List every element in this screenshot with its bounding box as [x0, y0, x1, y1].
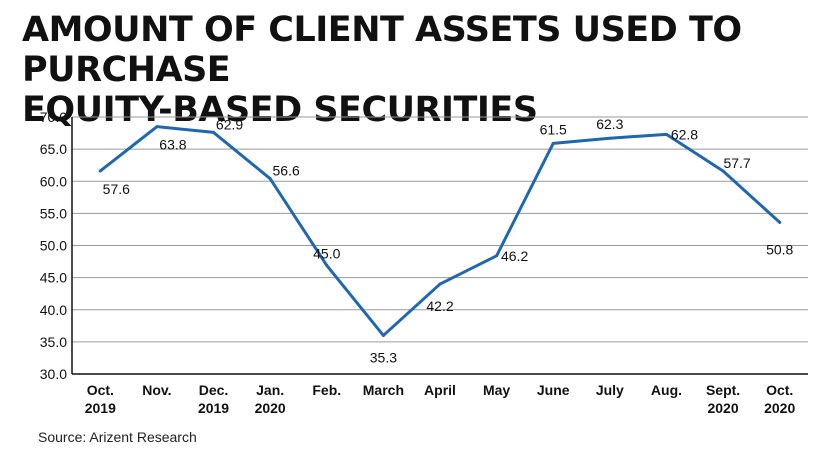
data-point — [268, 177, 272, 181]
data-point — [98, 169, 102, 173]
data-point — [155, 125, 159, 129]
data-point — [721, 169, 725, 173]
data-point — [381, 333, 385, 337]
data-point — [495, 254, 499, 258]
chart-title: AMOUNT OF CLIENT ASSETS USED TO PURCHASE… — [22, 10, 840, 130]
y-tick-label: 40.0 — [40, 302, 67, 318]
x-tick-label: Jan. 2020 — [255, 382, 286, 416]
y-tick-label: 45.0 — [40, 270, 67, 286]
data-label: 56.6 — [273, 163, 300, 179]
data-point — [438, 282, 442, 286]
data-label: 50.8 — [766, 241, 793, 257]
data-label: 57.7 — [723, 155, 750, 171]
data-point — [212, 130, 216, 134]
x-tick-label: July — [596, 382, 624, 398]
y-axis-tick-labels: 30.0 35.0 40.0 45.0 50.0 55.0 60.0 65.0 70.0 — [40, 109, 67, 382]
x-tick-label: Oct. 2020 — [764, 382, 795, 416]
data-series — [98, 125, 782, 337]
x-tick-label: June — [537, 382, 570, 398]
y-tick-label: 50.0 — [40, 238, 67, 254]
data-point — [551, 141, 555, 145]
y-tick-label: 60.0 — [40, 173, 67, 189]
data-label: 42.2 — [426, 298, 453, 314]
x-axis-tick-labels: Oct. 2019 Nov. Dec. 2019 Jan. 2020 Feb. March Apr… — [85, 382, 796, 416]
data-label: 63.8 — [159, 137, 186, 153]
data-label: 35.3 — [370, 349, 397, 365]
data-label: 61.5 — [540, 121, 567, 137]
data-label: 57.6 — [103, 181, 130, 197]
x-tick-label: Feb. — [312, 382, 341, 398]
y-tick-label: 35.0 — [40, 334, 67, 350]
y-tick-label: 55.0 — [40, 205, 67, 221]
y-tick-label: 70.0 — [40, 109, 67, 125]
y-tick-label: 65.0 — [40, 141, 67, 157]
y-tick-label: 30.0 — [40, 366, 67, 382]
data-label: 46.2 — [501, 248, 528, 264]
x-tick-label: Dec. 2019 — [198, 382, 229, 416]
data-point — [778, 220, 782, 224]
source-note: Source: Arizent Research — [38, 429, 197, 445]
data-label: 45.0 — [313, 245, 340, 261]
x-tick-label: March — [363, 382, 404, 398]
data-point — [608, 136, 612, 140]
x-tick-label: Aug. — [651, 382, 682, 398]
x-tick-label: Nov. — [142, 382, 171, 398]
data-labels: 57.6 63.8 62.9 56.6 45.0 35.3 42.2 46.2 61.5 62.3… — [103, 116, 794, 365]
data-label: 62.9 — [216, 116, 243, 132]
x-tick-label: April — [424, 382, 456, 398]
data-label: 62.3 — [596, 116, 623, 132]
axes — [71, 117, 808, 375]
data-label: 62.8 — [671, 126, 698, 142]
data-point — [664, 132, 668, 136]
x-tick-label: Sept. 2020 — [706, 382, 740, 416]
chart-title-line-2: EQUITY-BASED SECURITIES — [22, 90, 538, 130]
gridlines — [72, 116, 808, 343]
data-point — [325, 263, 329, 267]
chart-title-line-1: AMOUNT OF CLIENT ASSETS USED TO PURCHASE — [22, 10, 742, 90]
x-tick-label: Oct. 2019 — [85, 382, 116, 416]
x-tick-label: May — [483, 382, 510, 398]
